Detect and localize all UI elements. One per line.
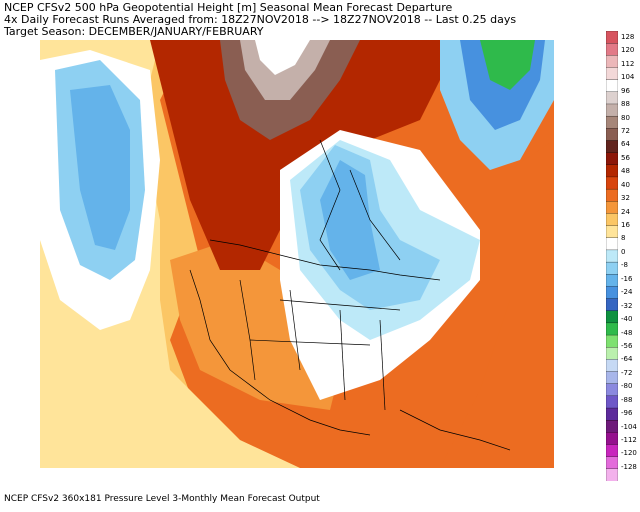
legend-swatch [606,213,618,227]
anomaly-warm-east-edge [440,140,554,468]
anomaly-cool-mid-pacific [70,85,130,250]
legend-tick-label: 16 [621,221,630,230]
legend-swatch [606,55,618,68]
chart-subtitle-runs: 4x Daily Forecast Runs Averaged from: 18… [4,13,517,26]
legend-swatch [606,371,618,385]
legend-swatch [606,347,618,360]
legend-swatch [606,140,618,154]
legend-swatch [606,444,618,458]
legend-swatch [606,261,618,275]
legend-tick-label: 24 [621,207,630,216]
legend-swatch [606,152,618,166]
legend-tick-label: 0 [621,247,626,256]
legend-swatch [606,286,618,300]
legend-tick-label: -128 [621,462,637,471]
legend-swatch [606,468,618,481]
legend-tick-label: 40 [621,180,630,189]
legend-tick-label: -112 [621,435,637,444]
anomaly-green-atlantic [480,40,535,90]
legend-tick-label: 112 [621,59,635,68]
legend-swatch [606,128,618,141]
legend-swatch [606,310,618,324]
legend-swatch [606,407,618,421]
legend-tick-label: -88 [621,395,633,404]
legend-tick-label: 120 [621,46,635,55]
legend-swatch [606,334,618,348]
anomaly-neutral-arctic-core [255,40,310,75]
legend-tick-label: -8 [621,261,628,270]
footer-caption: NCEP CFSv2 360x181 Pressure Level 3-Mont… [4,494,320,504]
legend-tick-label: -40 [621,315,633,324]
legend-swatch [606,201,618,214]
legend-tick-label: -16 [621,274,633,283]
legend-tick-label: -64 [621,355,633,364]
legend-swatch [606,420,618,433]
legend-tick-label: -24 [621,288,633,297]
legend-tick-label: -104 [621,422,637,431]
legend-swatch [606,383,618,397]
legend-swatch [606,91,618,105]
legend-swatch [606,115,618,129]
legend-tick-label: -120 [621,449,637,458]
color-legend-bar [606,31,618,481]
legend-tick-label: 32 [621,194,630,203]
legend-swatch [606,456,618,470]
legend-tick-label: 64 [621,140,630,149]
legend-swatch [606,43,618,56]
legend-swatch [606,103,618,117]
legend-swatch [606,249,618,263]
legend-tick-label: 80 [621,113,630,122]
legend-tick-label: -96 [621,409,633,418]
legend-tick-label: 56 [621,153,630,162]
chart-title: NCEP CFSv2 500 hPa Geopotential Height [… [4,1,453,14]
anomaly-cool-mid-east [320,160,380,280]
legend-tick-label: 96 [621,86,630,95]
legend-tick-label: 88 [621,100,630,109]
legend-swatch [606,359,618,372]
legend-swatch [606,274,618,287]
country-borders [189,139,511,451]
legend-swatch [606,188,618,202]
legend-swatch [606,322,618,336]
legend-swatch [606,164,618,178]
legend-tick-label: -56 [621,341,633,350]
legend-tick-label: -72 [621,368,633,377]
legend-swatch [606,176,618,190]
legend-swatch [606,31,618,44]
legend-swatch [606,225,618,239]
legend-swatch [606,298,618,312]
legend-tick-label: -80 [621,382,633,391]
legend-swatch [606,395,618,409]
legend-tick-label: 8 [621,234,626,243]
anomaly-warm-west-na [170,240,340,410]
legend-tick-label: 104 [621,73,635,82]
legend-tick-label: 72 [621,127,630,136]
legend-swatch [606,237,618,251]
legend-tick-label: -32 [621,301,633,310]
chart-subtitle-season: Target Season: DECEMBER/JANUARY/FEBRUARY [4,25,264,38]
legend-tick-label: -48 [621,328,633,337]
legend-swatch [606,432,618,445]
legend-tick-label: 48 [621,167,630,176]
legend-swatch [606,79,618,93]
legend-swatch [606,67,618,81]
forecast-map [40,40,554,468]
legend-tick-label: 128 [621,33,635,41]
